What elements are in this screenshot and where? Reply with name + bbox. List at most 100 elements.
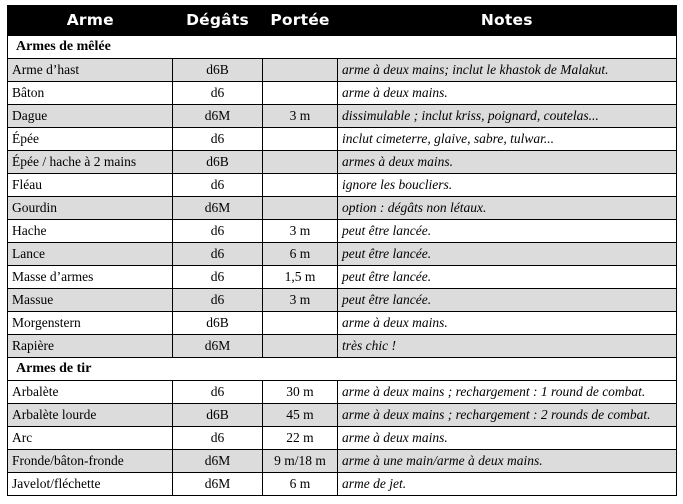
cell-arme: Javelot/fléchette <box>7 472 173 497</box>
cell-notes: très chic ! <box>337 334 677 359</box>
table-header: Arme Dégâts Portée Notes <box>7 5 677 36</box>
cell-arme: Fronde/bâton-fronde <box>7 449 173 474</box>
cell-arme: Arbalète lourde <box>7 403 173 428</box>
table-row: Javelot/fléchette d6M 6 m arme de jet. <box>7 472 677 497</box>
cell-arme: Massue <box>7 288 173 313</box>
cell-arme: Gourdin <box>7 196 173 221</box>
cell-notes: arme à une main/arme à deux mains. <box>337 449 677 474</box>
cell-degats: d6 <box>172 265 263 290</box>
cell-portee: 1,5 m <box>262 265 338 290</box>
cell-notes: arme à deux mains; inclut le khastok de … <box>337 58 677 83</box>
column-header-notes: Notes <box>337 5 677 36</box>
table-row: Rapière d6M très chic ! <box>7 334 677 359</box>
column-header-arme: Arme <box>7 5 173 36</box>
table-body: Armes de mêlée Arme d’hast d6B arme à deux … <box>7 35 677 497</box>
cell-degats: d6 <box>172 127 263 152</box>
cell-arme: Dague <box>7 104 173 129</box>
table-row: Fronde/bâton-fronde d6M 9 m/18 m arme à une… <box>7 449 677 474</box>
cell-notes: option : dégâts non létaux. <box>337 196 677 221</box>
table-row: Arc d6 22 m arme à deux mains. <box>7 426 677 451</box>
cell-portee <box>262 127 338 152</box>
cell-degats: d6 <box>172 219 263 244</box>
cell-notes: peut être lancée. <box>337 219 677 244</box>
cell-portee: 22 m <box>262 426 338 451</box>
cell-degats: d6 <box>172 173 263 198</box>
cell-notes: arme de jet. <box>337 472 677 497</box>
cell-portee <box>262 334 338 359</box>
cell-degats: d6 <box>172 288 263 313</box>
column-header-portee: Portée <box>262 5 338 36</box>
cell-arme: Arme d’hast <box>7 58 173 83</box>
cell-notes: ignore les boucliers. <box>337 173 677 198</box>
cell-notes: arme à deux mains ; rechargement : 2 rou… <box>337 403 677 428</box>
table-row: Hache d6 3 m peut être lancée. <box>7 219 677 244</box>
cell-degats: d6 <box>172 242 263 267</box>
section-header-row: Armes de mêlée <box>7 35 677 60</box>
cell-notes: arme à deux mains ; rechargement : 1 rou… <box>337 380 677 405</box>
cell-notes: armes à deux mains. <box>337 150 677 175</box>
section-header-row: Armes de tir <box>7 357 677 382</box>
table-row: Bâton d6 arme à deux mains. <box>7 81 677 106</box>
cell-degats: d6 <box>172 380 263 405</box>
table-row: Arme d’hast d6B arme à deux mains; inclut … <box>7 58 677 83</box>
cell-degats: d6B <box>172 311 263 336</box>
cell-degats: d6B <box>172 58 263 83</box>
cell-portee <box>262 173 338 198</box>
cell-notes: peut être lancée. <box>337 242 677 267</box>
cell-degats: d6M <box>172 472 263 497</box>
table-row: Masse d’armes d6 1,5 m peut être lancée. <box>7 265 677 290</box>
cell-degats: d6M <box>172 104 263 129</box>
cell-notes: arme à deux mains. <box>337 81 677 106</box>
cell-arme: Morgenstern <box>7 311 173 336</box>
cell-portee <box>262 196 338 221</box>
cell-degats: d6B <box>172 403 263 428</box>
cell-portee: 45 m <box>262 403 338 428</box>
cell-portee <box>262 311 338 336</box>
cell-arme: Masse d’armes <box>7 265 173 290</box>
cell-notes: peut être lancée. <box>337 288 677 313</box>
table-row: Dague d6M 3 m dissimulable ; inclut kriss, … <box>7 104 677 129</box>
table-row: Morgenstern d6B arme à deux mains. <box>7 311 677 336</box>
cell-degats: d6M <box>172 449 263 474</box>
cell-notes: arme à deux mains. <box>337 426 677 451</box>
cell-notes: peut être lancée. <box>337 265 677 290</box>
cell-degats: d6M <box>172 196 263 221</box>
section-title: Armes de tir <box>7 357 677 382</box>
cell-notes: arme à deux mains. <box>337 311 677 336</box>
cell-portee: 6 m <box>262 242 338 267</box>
cell-arme: Arc <box>7 426 173 451</box>
cell-arme: Rapière <box>7 334 173 359</box>
table-header-row: Arme Dégâts Portée Notes <box>7 5 677 36</box>
cell-portee <box>262 58 338 83</box>
table-row: Arbalète lourde d6B 45 m arme à deux mains … <box>7 403 677 428</box>
cell-portee: 3 m <box>262 104 338 129</box>
table-row: Massue d6 3 m peut être lancée. <box>7 288 677 313</box>
cell-portee: 3 m <box>262 288 338 313</box>
cell-notes: dissimulable ; inclut kriss, poignard, c… <box>337 104 677 129</box>
cell-portee: 6 m <box>262 472 338 497</box>
table-row: Épée d6 inclut cimeterre, glaive, sabre, t… <box>7 127 677 152</box>
column-header-degats: Dégâts <box>172 5 263 36</box>
cell-portee <box>262 150 338 175</box>
cell-arme: Épée <box>7 127 173 152</box>
cell-degats: d6 <box>172 81 263 106</box>
cell-portee: 30 m <box>262 380 338 405</box>
cell-portee: 3 m <box>262 219 338 244</box>
cell-notes: inclut cimeterre, glaive, sabre, tulwar.… <box>337 127 677 152</box>
table-row: Lance d6 6 m peut être lancée. <box>7 242 677 267</box>
cell-arme: Hache <box>7 219 173 244</box>
table-row: Arbalète d6 30 m arme à deux mains ; rechar… <box>7 380 677 405</box>
table-row: Fléau d6 ignore les boucliers. <box>7 173 677 198</box>
cell-arme: Lance <box>7 242 173 267</box>
cell-degats: d6 <box>172 426 263 451</box>
cell-degats: d6M <box>172 334 263 359</box>
cell-portee: 9 m/18 m <box>262 449 338 474</box>
cell-degats: d6B <box>172 150 263 175</box>
cell-arme: Épée / hache à 2 mains <box>7 150 173 175</box>
cell-arme: Fléau <box>7 173 173 198</box>
cell-portee <box>262 81 338 106</box>
section-title: Armes de mêlée <box>7 35 677 60</box>
weapons-table: Arme Dégâts Portée Notes Armes de mêlée A… <box>7 5 677 497</box>
cell-arme: Bâton <box>7 81 173 106</box>
cell-arme: Arbalète <box>7 380 173 405</box>
